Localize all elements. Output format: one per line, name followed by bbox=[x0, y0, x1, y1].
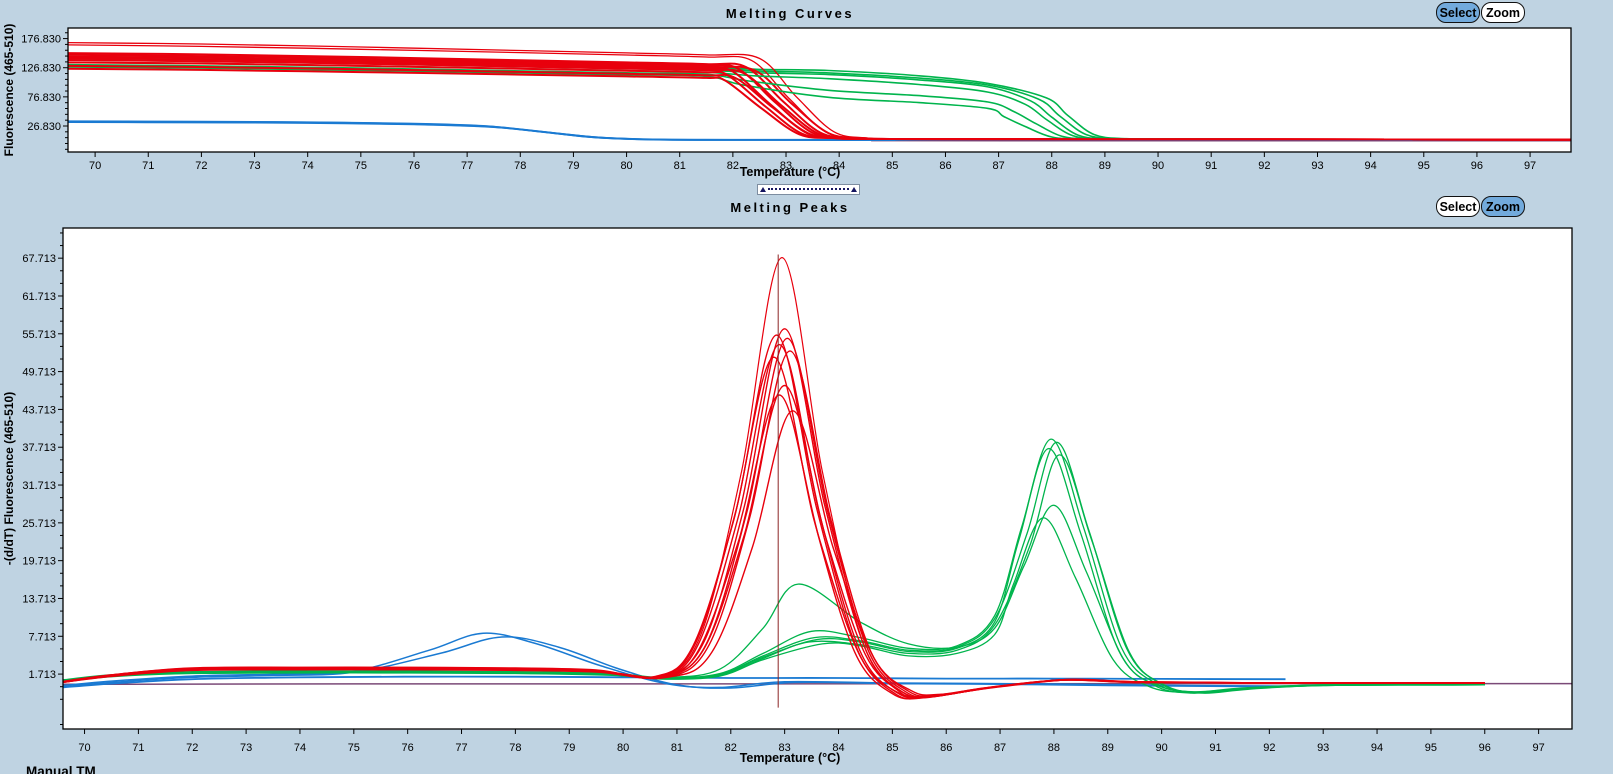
svg-text:26.830: 26.830 bbox=[27, 121, 61, 133]
svg-text:86: 86 bbox=[940, 742, 952, 754]
svg-text:78: 78 bbox=[514, 160, 526, 172]
melting-curves-select-button[interactable]: Select bbox=[1436, 2, 1480, 23]
svg-text:81: 81 bbox=[671, 742, 683, 754]
melting-curves-title: Melting Curves bbox=[725, 6, 855, 21]
svg-text:71: 71 bbox=[132, 742, 144, 754]
svg-text:97: 97 bbox=[1532, 742, 1544, 754]
svg-text:126.830: 126.830 bbox=[21, 63, 61, 75]
svg-text:67.713: 67.713 bbox=[22, 253, 56, 265]
svg-text:74: 74 bbox=[294, 742, 306, 754]
svg-text:176.830: 176.830 bbox=[21, 34, 61, 46]
svg-text:1.713: 1.713 bbox=[28, 669, 56, 681]
melting-curves-svg[interactable]: 70 71 72 73 74 75 76 77 78 79 80 81 82 83 84 85 86 87 88 89… bbox=[0, 0, 1613, 182]
svg-text:31.713: 31.713 bbox=[22, 480, 56, 492]
svg-text:82: 82 bbox=[727, 160, 739, 172]
svg-text:81: 81 bbox=[674, 160, 686, 172]
y-axis-title: Fluorescence (465-510) bbox=[2, 24, 16, 157]
svg-text:94: 94 bbox=[1365, 160, 1377, 172]
svg-text:43.713: 43.713 bbox=[22, 404, 56, 416]
svg-text:80: 80 bbox=[617, 742, 629, 754]
svg-text:91: 91 bbox=[1205, 160, 1217, 172]
svg-text:19.713: 19.713 bbox=[22, 556, 56, 568]
slider-left-handle-icon[interactable] bbox=[760, 187, 766, 192]
slider-right-handle-icon[interactable] bbox=[851, 187, 857, 192]
series-green-6 bbox=[63, 517, 1485, 694]
svg-text:73: 73 bbox=[248, 160, 260, 172]
svg-text:90: 90 bbox=[1156, 742, 1168, 754]
svg-text:25.713: 25.713 bbox=[22, 518, 56, 530]
manual-tm-label: Manual TM bbox=[26, 764, 96, 774]
svg-text:84: 84 bbox=[832, 742, 844, 754]
series-blue-2 bbox=[63, 636, 1286, 689]
series-red-10 bbox=[63, 410, 1485, 696]
svg-text:75: 75 bbox=[355, 160, 367, 172]
svg-text:86: 86 bbox=[939, 160, 951, 172]
svg-text:96: 96 bbox=[1471, 160, 1483, 172]
svg-text:7.713: 7.713 bbox=[28, 631, 56, 643]
svg-text:77: 77 bbox=[461, 160, 473, 172]
svg-text:87: 87 bbox=[994, 742, 1006, 754]
svg-text:77: 77 bbox=[455, 742, 467, 754]
svg-text:95: 95 bbox=[1425, 742, 1437, 754]
svg-text:91: 91 bbox=[1209, 742, 1221, 754]
svg-text:85: 85 bbox=[886, 160, 898, 172]
series-red-10 bbox=[68, 67, 1571, 141]
svg-text:79: 79 bbox=[563, 742, 575, 754]
svg-text:97: 97 bbox=[1524, 160, 1536, 172]
melting-peaks-title: Melting Peaks bbox=[730, 200, 850, 215]
slider-track-dots bbox=[768, 188, 849, 190]
svg-text:89: 89 bbox=[1102, 742, 1114, 754]
svg-text:79: 79 bbox=[567, 160, 579, 172]
melting-curves-zoom-button[interactable]: Zoom bbox=[1481, 2, 1525, 23]
svg-text:93: 93 bbox=[1311, 160, 1323, 172]
x-range-slider[interactable] bbox=[757, 184, 860, 195]
svg-text:85: 85 bbox=[886, 742, 898, 754]
svg-text:49.713: 49.713 bbox=[22, 367, 56, 379]
svg-text:92: 92 bbox=[1263, 742, 1275, 754]
svg-text:55.713: 55.713 bbox=[22, 329, 56, 341]
svg-text:75: 75 bbox=[348, 742, 360, 754]
svg-text:61.713: 61.713 bbox=[22, 291, 56, 303]
svg-text:13.713: 13.713 bbox=[22, 593, 56, 605]
melting-peaks-zoom-button[interactable]: Zoom bbox=[1481, 196, 1525, 217]
svg-text:95: 95 bbox=[1418, 160, 1430, 172]
svg-text:82: 82 bbox=[725, 742, 737, 754]
y-axis-title: -(d/dT) Fluorescence (465-510) bbox=[2, 392, 16, 565]
svg-text:96: 96 bbox=[1479, 742, 1491, 754]
svg-text:76: 76 bbox=[408, 160, 420, 172]
svg-text:73: 73 bbox=[240, 742, 252, 754]
svg-text:88: 88 bbox=[1046, 160, 1058, 172]
x-axis-title: Temperature (°C) bbox=[740, 751, 841, 765]
svg-text:71: 71 bbox=[142, 160, 154, 172]
svg-text:76: 76 bbox=[402, 742, 414, 754]
svg-text:93: 93 bbox=[1317, 742, 1329, 754]
svg-text:94: 94 bbox=[1371, 742, 1383, 754]
svg-text:87: 87 bbox=[992, 160, 1004, 172]
melting-peaks-svg[interactable]: 70 71 72 73 74 75 76 77 78 79 80 81 82 83 84 85 86 87 88 89… bbox=[0, 222, 1613, 774]
svg-text:76.830: 76.830 bbox=[27, 92, 61, 104]
melting-peaks-select-button[interactable]: Select bbox=[1436, 196, 1480, 217]
svg-text:37.713: 37.713 bbox=[22, 442, 56, 454]
svg-text:70: 70 bbox=[78, 742, 90, 754]
svg-text:72: 72 bbox=[195, 160, 207, 172]
svg-text:80: 80 bbox=[620, 160, 632, 172]
x-axis-title: Temperature (°C) bbox=[740, 165, 841, 179]
series-blue-1 bbox=[63, 632, 1286, 689]
svg-text:70: 70 bbox=[89, 160, 101, 172]
svg-text:90: 90 bbox=[1152, 160, 1164, 172]
svg-text:88: 88 bbox=[1048, 742, 1060, 754]
svg-text:92: 92 bbox=[1258, 160, 1270, 172]
svg-text:72: 72 bbox=[186, 742, 198, 754]
svg-text:89: 89 bbox=[1099, 160, 1111, 172]
svg-text:83: 83 bbox=[780, 160, 792, 172]
svg-text:74: 74 bbox=[302, 160, 314, 172]
svg-text:78: 78 bbox=[509, 742, 521, 754]
svg-text:83: 83 bbox=[779, 742, 791, 754]
svg-text:84: 84 bbox=[833, 160, 845, 172]
